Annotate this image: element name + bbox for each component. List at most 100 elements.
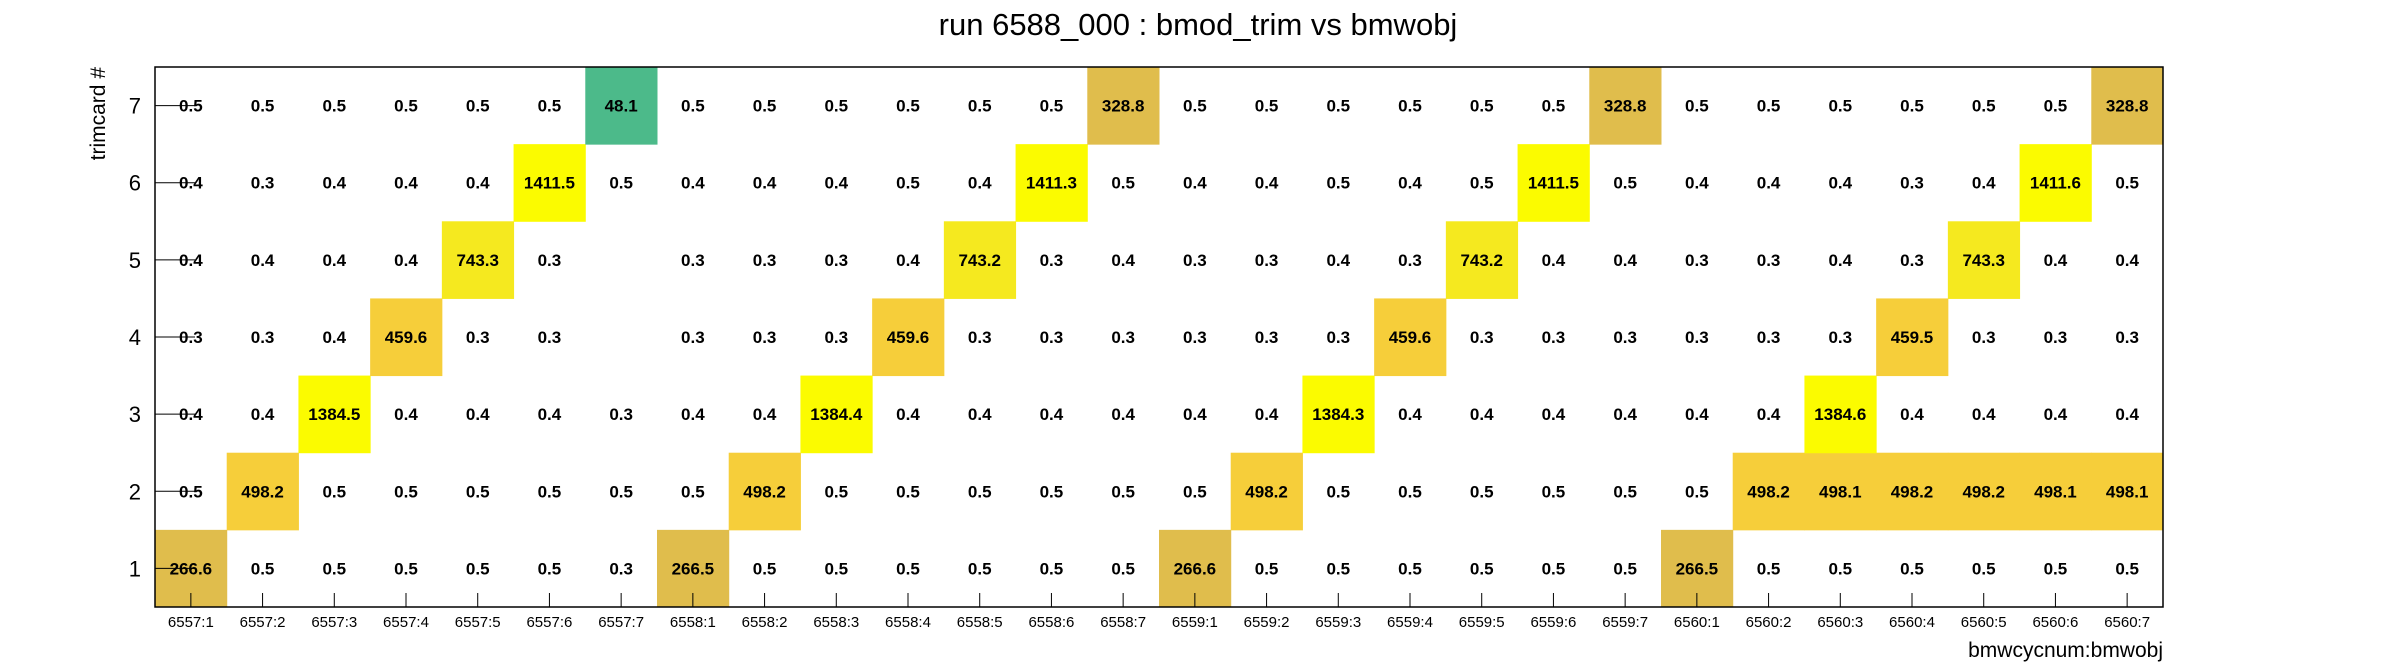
cell-value-label: 0.4 (322, 251, 346, 270)
cell-value-label: 0.4 (896, 251, 920, 270)
cell-value-label: 0.5 (466, 482, 490, 501)
cell-value-label: 0.4 (1040, 405, 1064, 424)
cell-value-label: 0.5 (466, 97, 490, 116)
cell-value-label: 0.4 (251, 405, 275, 424)
y-tick-label: 6 (129, 171, 141, 196)
cell-value-label: 0.5 (1685, 482, 1709, 501)
cell-value-label: 0.3 (824, 251, 848, 270)
cell-value-label: 0.5 (2044, 97, 2068, 116)
cell-value-label: 0.5 (1542, 97, 1566, 116)
cell-value-label: 0.5 (1111, 174, 1135, 193)
heatmap-cell (1374, 298, 1447, 377)
heatmap-cell (513, 144, 586, 222)
cell-value-label: 0.3 (968, 328, 992, 347)
cell-value-label: 0.4 (1255, 174, 1279, 193)
heatmap-cell (441, 221, 515, 299)
cell-value-label: 0.3 (1828, 328, 1852, 347)
cell-value-label: 0.4 (1613, 405, 1637, 424)
cell-value-label: 0.5 (1972, 559, 1996, 578)
cell-value-label: 0.3 (1040, 251, 1064, 270)
cell-value-label: 0.5 (681, 97, 705, 116)
cell-value-label: 0.4 (1685, 174, 1709, 193)
heatmap-cell (1230, 452, 1303, 531)
cell-value-label: 0.5 (1255, 559, 1279, 578)
cell-value-label: 0.5 (896, 97, 920, 116)
cell-value-label: 0.5 (1040, 559, 1064, 578)
cell-value-label: 459.6 (385, 328, 428, 347)
cell-value-label: 498.2 (1891, 482, 1934, 501)
cell-value-label: 0.5 (896, 482, 920, 501)
cell-value-label: 0.5 (753, 559, 777, 578)
y-axis-ticks: 1 2 3 4 5 6 7 (129, 94, 195, 581)
cell-value-label: 0.5 (1470, 482, 1494, 501)
cell-value-label: 743.2 (958, 251, 1001, 270)
cell-value-label: 0.3 (251, 174, 275, 193)
heatmap-cell (1947, 221, 2021, 299)
cell-value-label: 0.5 (1470, 174, 1494, 193)
cell-value-label: 0.4 (394, 405, 418, 424)
cell-value-label: 0.5 (251, 97, 275, 116)
cell-value-label: 328.8 (1102, 97, 1145, 116)
cell-value-label: 0.5 (538, 559, 562, 578)
cell-value-label: 0.5 (1828, 559, 1852, 578)
heatmap-cell (1087, 67, 1160, 145)
cell-value-label: 0.4 (322, 174, 346, 193)
heatmap-cell (226, 452, 299, 531)
cell-value-label: 1411.5 (524, 174, 575, 193)
x-tick-label: 6559:6 (1530, 614, 1576, 631)
cell-value-label: 0.4 (1326, 251, 1350, 270)
heatmap-cell (1445, 221, 1519, 299)
cell-value-label: 0.4 (394, 174, 418, 193)
x-tick-label: 6557:4 (383, 614, 429, 631)
heatmap-cell (800, 375, 873, 454)
heatmap-cell (872, 298, 945, 377)
cell-value-label: 0.4 (824, 174, 848, 193)
cell-value-label: 0.5 (1326, 559, 1350, 578)
cell-value-label: 0.4 (896, 405, 920, 424)
cell-value-label: 0.5 (1326, 174, 1350, 193)
x-tick-label: 6560:2 (1746, 614, 1792, 631)
cell-value-label: 0.4 (753, 405, 777, 424)
heatmap-cell (2019, 452, 2092, 531)
heatmap-cell (1302, 375, 1375, 454)
cell-value-label: 0.5 (968, 482, 992, 501)
heatmap-cell (1804, 452, 1877, 531)
cell-value-label: 0.5 (968, 97, 992, 116)
cell-value-label: 0.3 (609, 559, 633, 578)
cell-value-label: 1384.3 (1312, 405, 1364, 424)
cell-value-label: 0.4 (681, 405, 705, 424)
heatmap-cell (1732, 452, 1805, 531)
cell-value-label: 0.3 (1255, 328, 1279, 347)
cell-value-label: 1384.5 (308, 405, 360, 424)
cell-value-label: 0.4 (1183, 174, 1207, 193)
heatmap-cell (585, 67, 658, 145)
cell-value-label: 0.3 (1757, 251, 1781, 270)
cell-value-label: 1384.6 (1814, 405, 1866, 424)
cell-value-label: 0.5 (394, 97, 418, 116)
cell-value-label: 0.5 (824, 97, 848, 116)
cell-value-label: 0.4 (1757, 405, 1781, 424)
cell-value-label: 0.4 (1972, 405, 1996, 424)
cell-value-label: 266.5 (672, 559, 715, 578)
heatmap-cell (298, 375, 371, 454)
cell-value-label: 0.4 (968, 405, 992, 424)
cell-value-label: 0.3 (681, 251, 705, 270)
cell-value-label: 459.5 (1891, 328, 1934, 347)
cell-value-label: 0.5 (2044, 559, 2068, 578)
x-axis-ticks: 6557:1 6557:2 6557:3 6557:4 6557:5 6557:6 6557… (168, 593, 2150, 631)
heatmap-cell (728, 452, 801, 531)
cell-value-label: 1411.3 (1026, 174, 1077, 193)
cell-value-label: 0.4 (1972, 174, 1996, 193)
x-tick-label: 6558:1 (670, 614, 716, 631)
heatmap-cell (1947, 452, 2021, 531)
cell-value-label: 0.5 (538, 482, 562, 501)
heatmap-cell (2091, 452, 2164, 531)
cell-value-label: 0.4 (1111, 405, 1135, 424)
cell-value-label: 0.3 (251, 328, 275, 347)
cell-value-label: 0.5 (1255, 97, 1279, 116)
x-tick-label: 6560:3 (1817, 614, 1863, 631)
cell-value-label: 0.5 (1111, 482, 1135, 501)
x-tick-label: 6560:5 (1961, 614, 2007, 631)
cell-value-label: 0.4 (1613, 251, 1637, 270)
x-tick-label: 6558:5 (957, 614, 1003, 631)
